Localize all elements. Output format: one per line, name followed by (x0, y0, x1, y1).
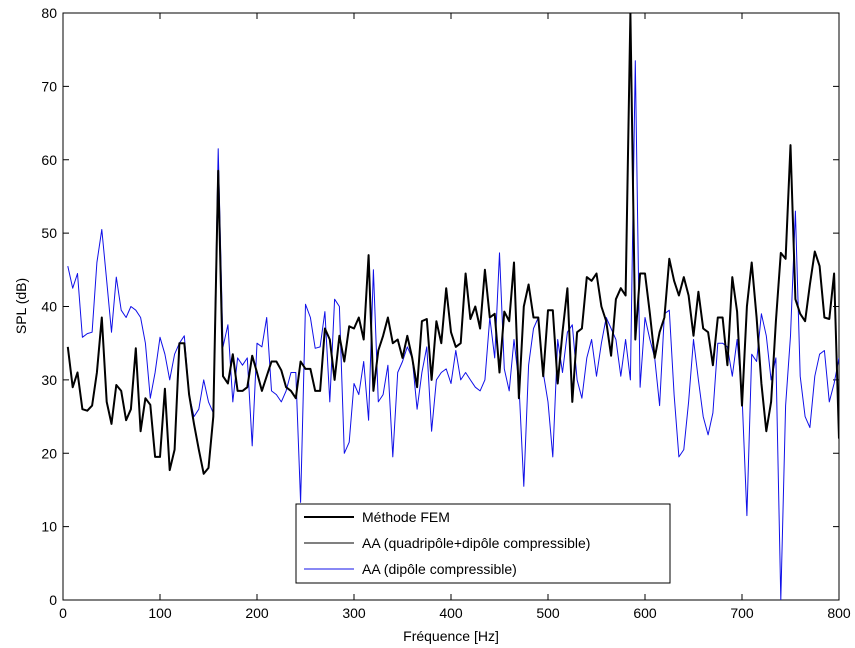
y-axis-label: SPL (dB) (13, 278, 29, 334)
y-tick-label: 40 (41, 299, 57, 315)
y-tick-label: 30 (41, 372, 57, 388)
x-tick-label: 600 (633, 605, 657, 621)
legend-label-2: AA (dipôle compressible) (362, 561, 517, 577)
x-tick-label: 200 (245, 605, 269, 621)
y-tick-label: 10 (41, 519, 57, 535)
legend-label-1: AA (quadripôle+dipôle compressible) (362, 535, 590, 551)
y-tick-label: 50 (41, 225, 57, 241)
series-line-0 (66, 13, 839, 475)
x-tick-label: 400 (439, 605, 463, 621)
y-tick-label: 0 (49, 592, 57, 608)
x-tick-label: 0 (59, 605, 67, 621)
x-tick-label: 800 (827, 605, 851, 621)
y-tick-label: 80 (41, 5, 57, 21)
y-tick-label: 60 (41, 152, 57, 168)
x-tick-label: 700 (730, 605, 754, 621)
x-tick-label: 100 (148, 605, 172, 621)
y-tick-label: 70 (41, 78, 57, 94)
axis-ticks: 0 100 200 300 400 500 600 700 800 0 10 20 30 40 50 60 70… (41, 5, 850, 621)
y-tick-label: 20 (41, 445, 57, 461)
series-line-2 (67, 60, 839, 600)
legend: Méthode FEM AA (quadripôle+dipôle compres… (295, 503, 671, 584)
legend-box (295, 503, 671, 584)
legend-label-0: Méthode FEM (362, 509, 450, 525)
plot-area (62, 12, 840, 601)
x-tick-label: 500 (536, 605, 560, 621)
x-tick-label: 300 (342, 605, 366, 621)
series-layer (66, 13, 839, 600)
x-axis-label: Fréquence [Hz] (403, 628, 499, 644)
